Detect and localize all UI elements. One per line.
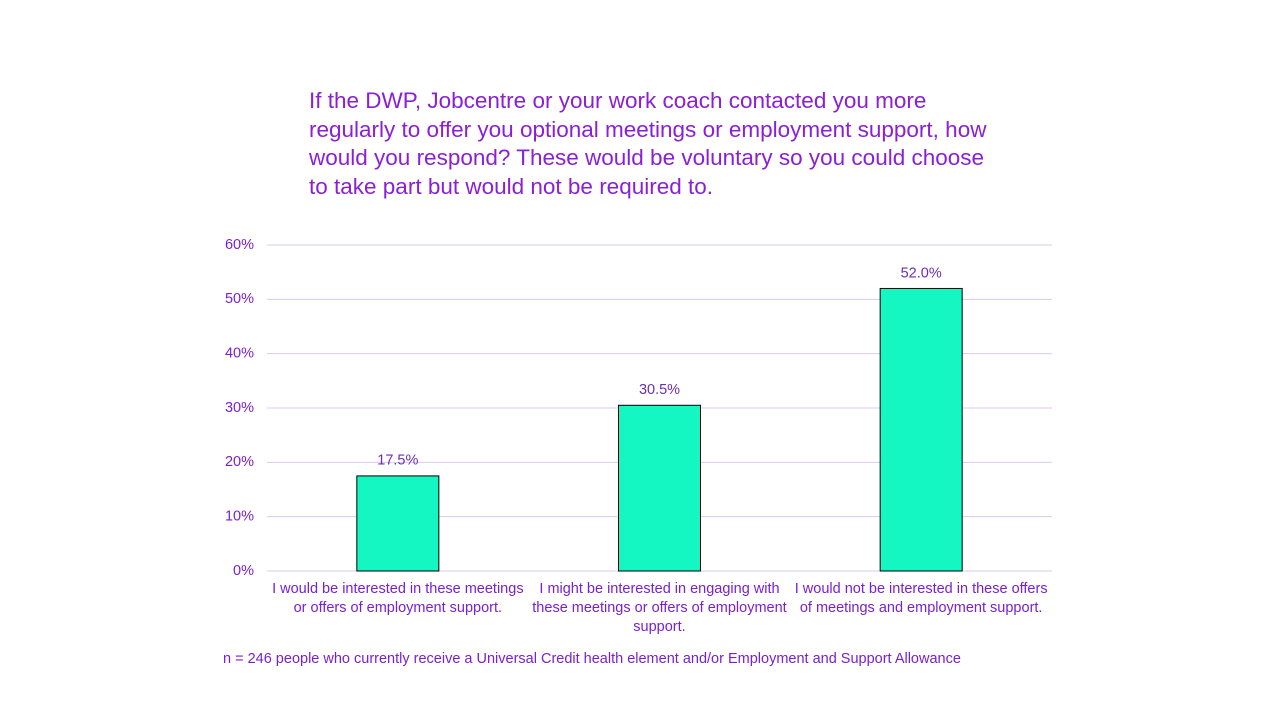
value-label: 17.5%: [377, 453, 418, 469]
x-tick-label: I would be interested in these meetings …: [272, 581, 524, 616]
bar: [879, 287, 963, 572]
chart-title: If the DWP, Jobcentre or your work coach…: [309, 88, 987, 199]
bar: [618, 404, 701, 572]
y-tick-label: 40%: [225, 345, 254, 361]
y-tick-label: 50%: [225, 291, 254, 307]
footnote: n = 246 people who currently receive a U…: [223, 651, 961, 667]
value-label: 30.5%: [639, 382, 680, 398]
y-tick-label: 60%: [225, 237, 254, 253]
y-tick-label: 10%: [225, 508, 254, 524]
y-tick-label: 20%: [225, 454, 254, 470]
x-tick-label: I might be interested in engaging with t…: [532, 581, 787, 635]
value-label: 52.0%: [901, 265, 942, 281]
y-tick-label: 30%: [225, 400, 254, 416]
bar: [356, 475, 440, 572]
y-tick-label: 0%: [233, 563, 254, 579]
x-tick-label: I would not be interested in these offer…: [794, 581, 1048, 616]
